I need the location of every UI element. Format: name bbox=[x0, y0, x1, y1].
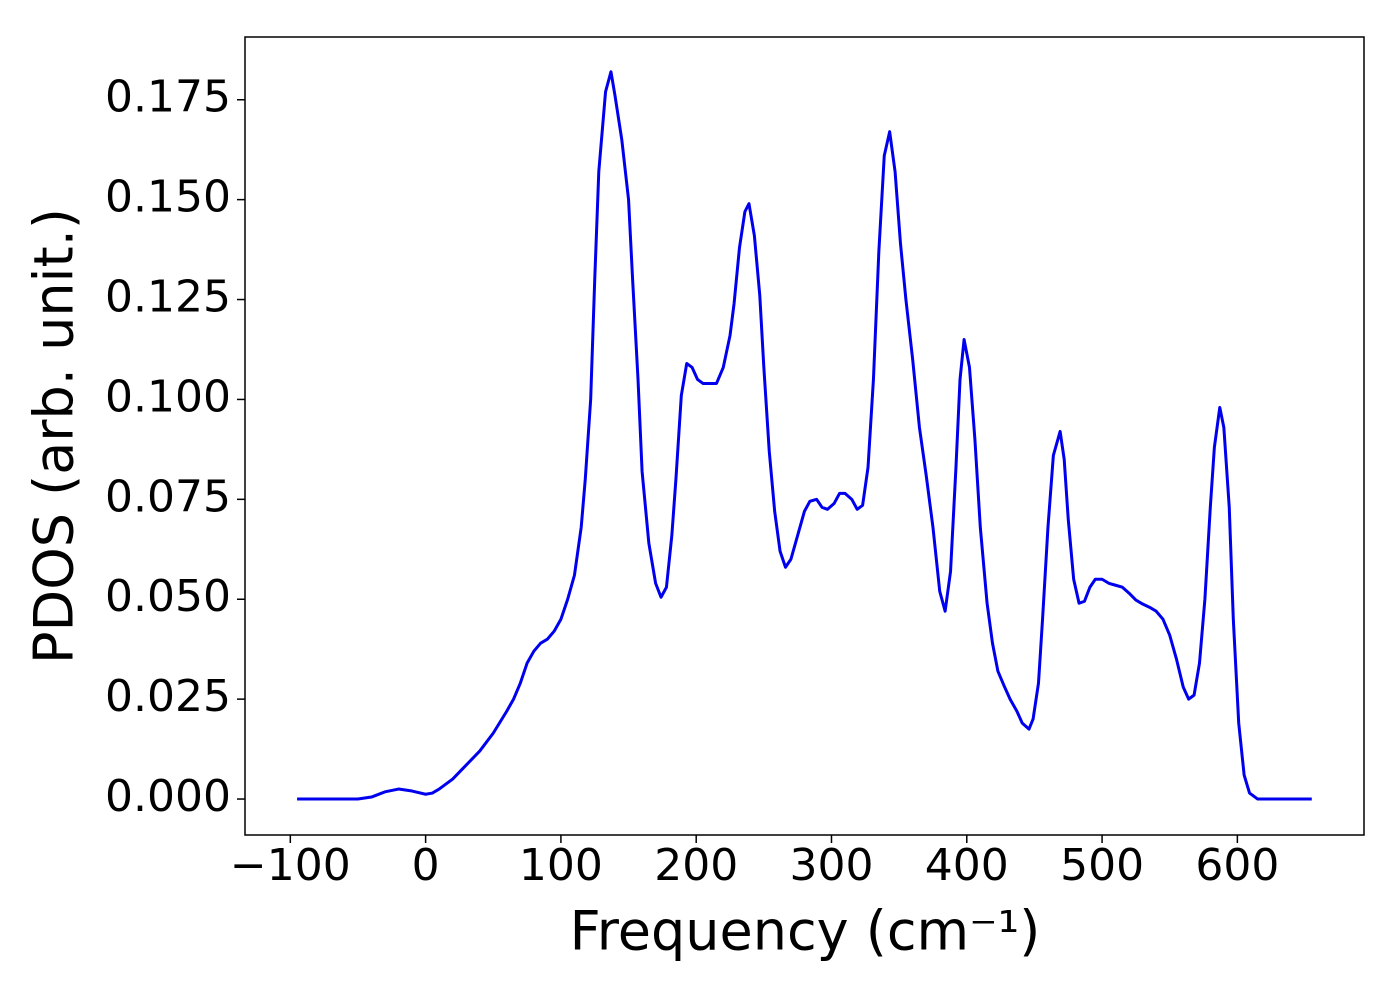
y-tick-label: 0.050 bbox=[105, 571, 231, 622]
x-tick-label: 300 bbox=[789, 840, 873, 891]
x-tick-label: 600 bbox=[1195, 840, 1279, 891]
x-tick-label: 500 bbox=[1060, 840, 1144, 891]
y-tick-label: 0.175 bbox=[105, 72, 231, 123]
y-axis-label: PDOS (arb. unit.) bbox=[23, 208, 86, 664]
x-axis-label: Frequency (cm⁻¹) bbox=[570, 900, 1041, 963]
x-tick-label: 100 bbox=[519, 840, 603, 891]
x-tick-label: 0 bbox=[412, 840, 440, 891]
y-tick-label: 0.100 bbox=[105, 371, 231, 422]
plot-frame bbox=[244, 36, 1365, 836]
x-tick-label: −100 bbox=[230, 840, 351, 891]
y-tick-label: 0.125 bbox=[105, 272, 231, 323]
y-tick-label: 0.000 bbox=[105, 771, 231, 822]
y-tick-label: 0.150 bbox=[105, 172, 231, 223]
x-tick-label: 200 bbox=[654, 840, 738, 891]
x-tick-label: 400 bbox=[925, 840, 1009, 891]
y-tick-label: 0.025 bbox=[105, 671, 231, 722]
data-line bbox=[297, 70, 1312, 801]
y-tick-label: 0.075 bbox=[105, 471, 231, 522]
